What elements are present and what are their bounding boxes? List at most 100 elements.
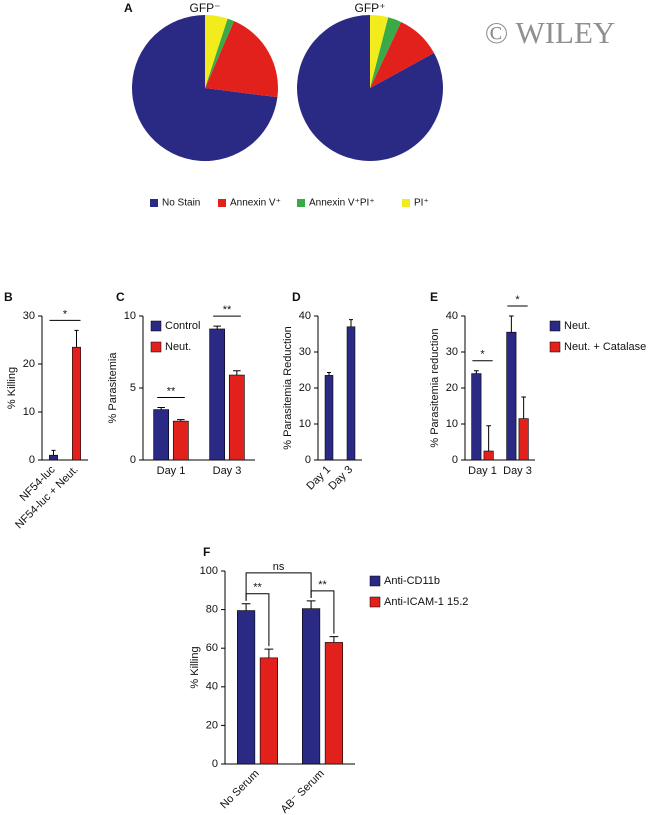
pie-slice [131,15,278,161]
watermark: © WILEY [485,15,616,50]
x-tick-label: Day 1 [468,465,497,477]
pie-title: GFP⁺ [354,1,385,15]
pie-slice [370,21,434,89]
significance-label: ** [167,385,176,397]
pie-slice [370,15,389,88]
y-tick-label: 0 [130,454,136,466]
y-tick-label: 40 [206,681,218,693]
bar [172,420,189,461]
error-bar [233,370,241,376]
y-tick-label: 5 [130,382,136,394]
y-tick-label: 10 [23,406,35,418]
y-tick-label: 40 [446,310,458,322]
legend-swatch [402,199,410,207]
bar [72,346,81,461]
error-bar [74,329,79,348]
y-tick-label: 0 [452,454,458,466]
y-tick-label: 20 [206,719,218,731]
panel-label: F [203,545,210,559]
bar [49,454,58,461]
legend-label: Neut. + Catalase [564,341,646,353]
bar [209,328,226,461]
bar [302,608,321,765]
error-bar [177,419,185,422]
legend-swatch [549,341,561,353]
legend-label: Anti-ICAM-1 15.2 [384,596,468,608]
error-bar [508,315,514,333]
y-tick-label: 80 [206,604,218,616]
x-tick-label: Day 1 [157,465,186,477]
legend-swatch [218,199,226,207]
y-axis-label: % Parasitemia [107,352,119,424]
y-tick-label: 0 [212,758,218,770]
bar [518,418,529,461]
legend-label: Annexin V⁺ [230,198,281,209]
pie-slice [370,17,402,89]
legend-label: Anti-CD11b [384,575,440,587]
error-bar [473,370,479,374]
legend-swatch [297,199,305,207]
x-tick-label: No Serum [218,768,262,812]
pie-slice [205,18,234,88]
bar [471,373,482,461]
y-tick-label: 0 [305,454,311,466]
bar [506,331,517,461]
error-bar [329,636,339,643]
error-bar [241,603,251,611]
legend-swatch [150,341,162,353]
legend-label: Neut. [564,320,590,332]
error-bar [157,406,165,410]
legend-label: No Stain [162,198,200,209]
legend-swatch [549,320,561,332]
y-tick-label: 10 [299,418,311,430]
y-tick-label: 0 [29,454,35,466]
y-tick-label: 30 [299,346,311,358]
significance-label: * [515,294,520,306]
bar [228,374,245,461]
bar [324,375,334,461]
y-axis-label: % Killing [6,367,18,409]
significance-label: ** [253,582,262,594]
y-tick-label: 100 [200,565,218,577]
pie-slice [296,15,443,162]
panel-label: A [124,1,133,15]
bar [153,409,170,461]
y-tick-label: 20 [23,358,35,370]
pie-slice [205,15,228,88]
legend-label: Control [165,320,200,332]
y-tick-label: 20 [446,382,458,394]
legend-swatch [150,320,162,332]
legend-label: Annexin V⁺PI⁺ [309,198,375,209]
error-bar [327,372,331,376]
x-tick-label: AB⁻ Serum [279,768,327,815]
y-tick-label: 30 [23,310,35,322]
error-bar [521,396,527,419]
panel-label: C [116,290,125,304]
error-bar [349,319,353,327]
error-bar [306,600,316,609]
error-bar [264,648,274,658]
y-tick-label: 30 [446,346,458,358]
legend-swatch [369,596,381,608]
y-tick-label: 10 [124,310,136,322]
legend-label: Neut. [165,341,191,353]
pie-title: GFP⁻ [189,1,220,15]
panel-label: D [292,290,301,304]
x-tick-label: Day 1 [304,464,333,493]
y-tick-label: 60 [206,642,218,654]
bar [237,610,256,765]
bar [483,450,494,461]
significance-label: ** [318,579,327,591]
legend-label: PI⁺ [414,198,429,209]
legend-swatch [150,199,158,207]
y-axis-label: % Parasitemia reduction [429,328,441,447]
legend-swatch [369,575,381,587]
x-tick-label: Day 3 [213,465,242,477]
y-axis-label: % Killing [189,646,201,688]
significance-label: ** [223,304,232,316]
bar [324,642,343,765]
y-tick-label: 20 [299,382,311,394]
significance-bracket [245,572,312,601]
error-bar [213,325,221,329]
